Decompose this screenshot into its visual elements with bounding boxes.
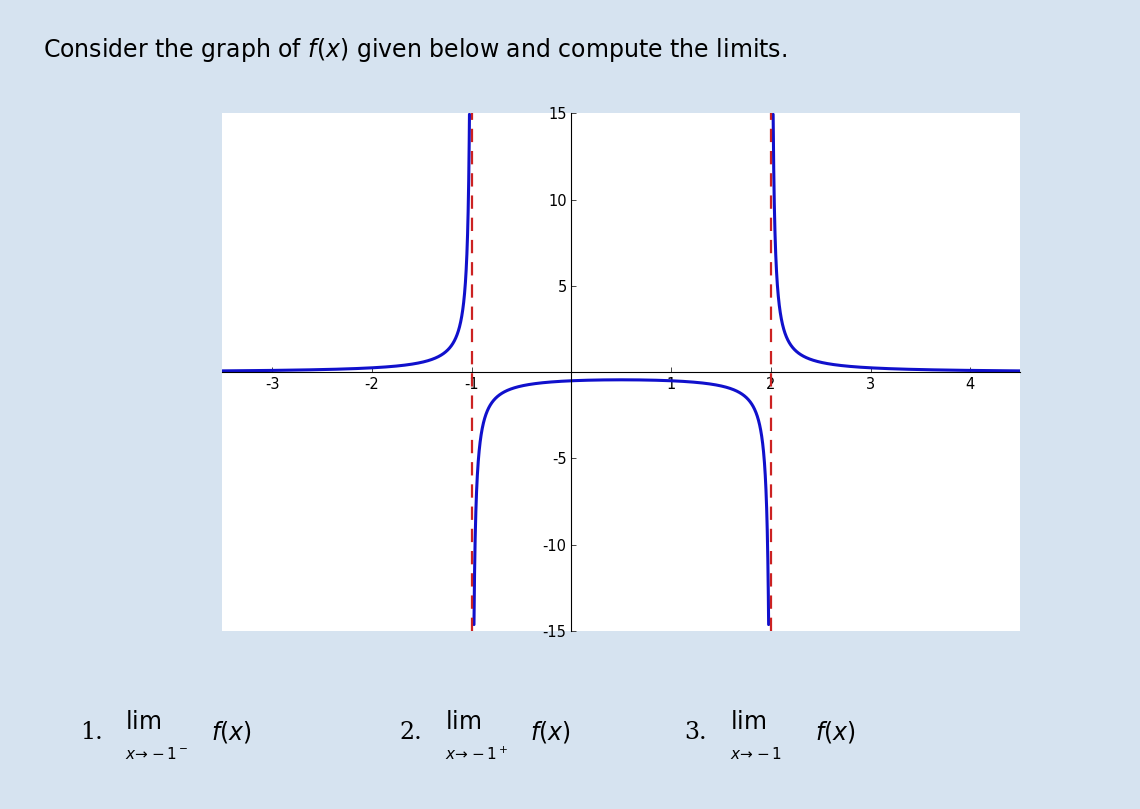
Text: $x\!\to\!-1^-$: $x\!\to\!-1^-$ [125, 746, 189, 762]
Text: $\lim$: $\lim$ [730, 709, 766, 734]
Text: $x\!\to\!-1$: $x\!\to\!-1$ [730, 746, 782, 762]
Text: $f(x)$: $f(x)$ [530, 719, 571, 745]
Text: $x\!\to\!-1^+$: $x\!\to\!-1^+$ [445, 745, 508, 763]
Text: Consider the graph of $f(x)$ given below and compute the limits.: Consider the graph of $f(x)$ given below… [43, 36, 788, 65]
Text: $\lim$: $\lim$ [445, 709, 481, 734]
Text: 2.: 2. [399, 721, 422, 743]
Text: $f(x)$: $f(x)$ [815, 719, 856, 745]
Text: 3.: 3. [684, 721, 707, 743]
Text: $\lim$: $\lim$ [125, 709, 162, 734]
Text: $f(x)$: $f(x)$ [211, 719, 252, 745]
Text: 1.: 1. [80, 721, 103, 743]
